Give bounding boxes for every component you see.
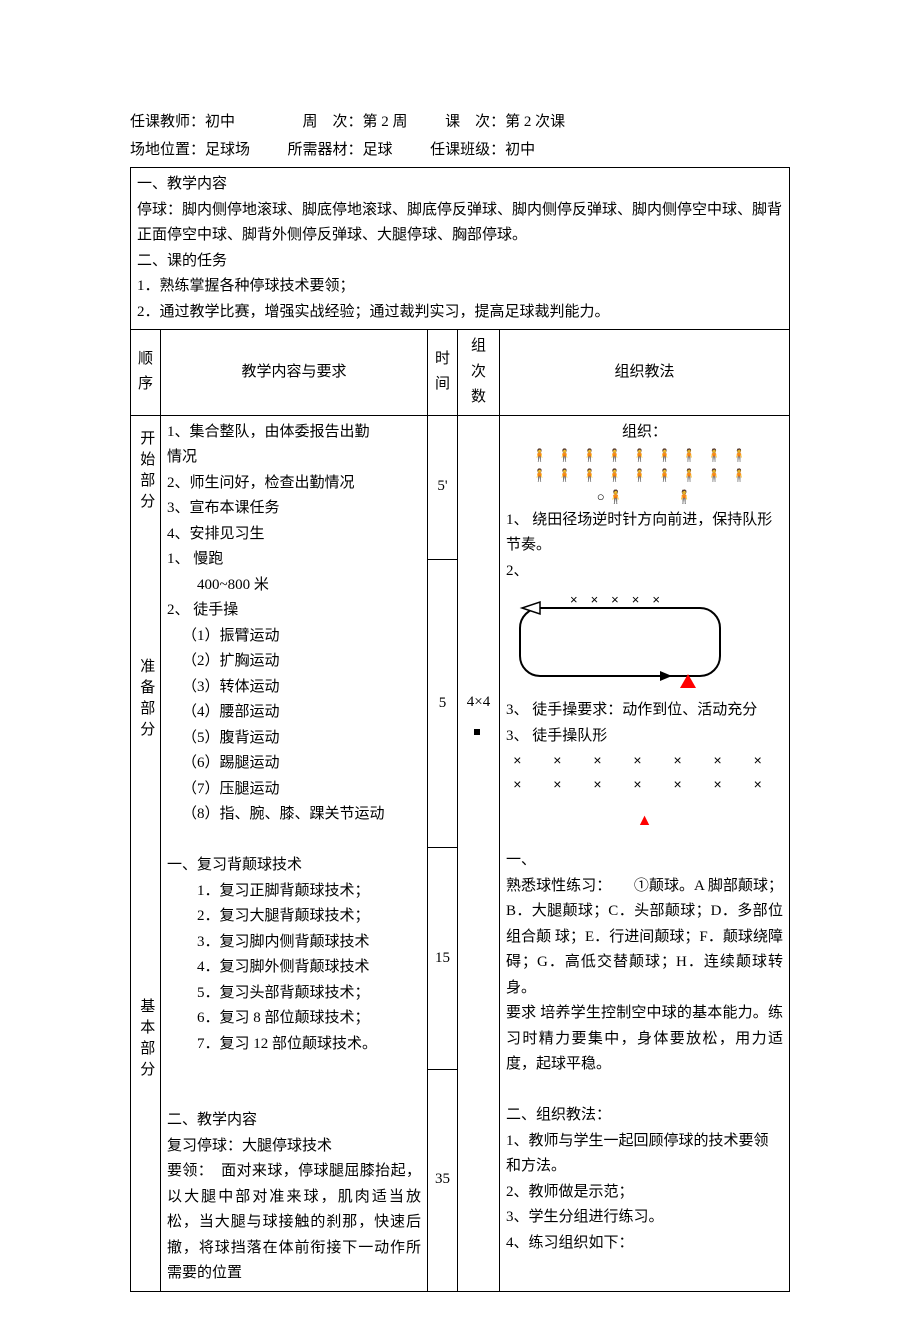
method-sec1-title: 一、 bbox=[506, 848, 783, 874]
main-section-label: 基本部分 bbox=[133, 990, 159, 1082]
time-start: 5' bbox=[428, 415, 458, 559]
intro-task-2: 2．通过教学比赛，增强实战经验；通过裁判实习，提高足球裁判能力。 bbox=[137, 300, 783, 326]
main2-l2: 要领： 面对来球，停球腿屈膝抬起，以大腿中部对准来球，肌肉适当放松，当大腿与球接… bbox=[167, 1159, 421, 1287]
start-l4: 4、安排见习生 bbox=[167, 522, 421, 548]
start-l1b: 情况 bbox=[167, 445, 421, 471]
th-time: 时间 bbox=[428, 330, 458, 416]
th-content-text: 教学内容与要求 bbox=[241, 364, 346, 380]
teacher-label: 任课教师： bbox=[130, 114, 205, 130]
location-value: 足球场 bbox=[205, 142, 250, 158]
method-m1: 1、 绕田径场逆时针方向前进，保持队形节奏。 bbox=[506, 508, 783, 559]
prep-e3: （3）转体运动 bbox=[167, 675, 421, 701]
prep-section-label: 准备部分 bbox=[133, 650, 159, 742]
prep-e6: （6）踢腿运动 bbox=[167, 751, 421, 777]
time-main2: 35 bbox=[428, 1069, 458, 1291]
time-prep-val: 5 bbox=[439, 695, 447, 711]
th-reps-text: 组次数 bbox=[471, 338, 486, 405]
main1-i3: 3．复习脚内侧背颠球技术 bbox=[167, 930, 421, 956]
intro-task-1: 1．熟练掌握各种停球技术要领； bbox=[137, 274, 783, 300]
prep-l1b: 400~800 米 bbox=[167, 573, 421, 599]
teacher-value: 初中 bbox=[205, 114, 235, 130]
main1-i1: 1．复习正脚背颠球技术； bbox=[167, 879, 421, 905]
th-reps: 组次数 bbox=[458, 330, 500, 416]
main1-i2: 2．复习大腿背颠球技术； bbox=[167, 904, 421, 930]
method-sec2-4: 4、练习组织如下： bbox=[506, 1231, 783, 1257]
lesson-value: 第 2 次课 bbox=[505, 114, 565, 130]
svg-text:× × × × ×: × × × × × bbox=[570, 592, 660, 607]
class-label: 任课班级： bbox=[430, 142, 505, 158]
class-value: 初中 bbox=[505, 142, 535, 158]
reps-cell: 4×4 bbox=[458, 415, 500, 1291]
red-triangle-icon: ▲ bbox=[637, 812, 653, 829]
lesson-label: 课 次： bbox=[445, 114, 505, 130]
equipment-value: 足球 bbox=[363, 142, 393, 158]
time-start-val: 5' bbox=[437, 478, 447, 494]
reps-value: 4×4 bbox=[464, 690, 493, 716]
org-label: 组织： bbox=[506, 420, 783, 446]
formation-row-2: 🧍🧍🧍🧍🧍🧍🧍🧍🧍 bbox=[506, 465, 783, 485]
main1-i7: 7．复习 12 部位颠球技术。 bbox=[167, 1032, 421, 1058]
prep-e4: （4）腰部运动 bbox=[167, 700, 421, 726]
start-l2: 2、师生问好，检查出勤情况 bbox=[167, 471, 421, 497]
x-formation-1: × × × × × × × bbox=[506, 749, 783, 773]
main1-i4: 4．复习脚外侧背颠球技术 bbox=[167, 955, 421, 981]
main2-l1: 复习停球：大腿停球技术 bbox=[167, 1134, 421, 1160]
main1-i6: 6．复习 8 部位颠球技术； bbox=[167, 1006, 421, 1032]
formation-row-1: 🧍🧍🧍🧍🧍🧍🧍🧍🧍 bbox=[506, 445, 783, 465]
time-main2-val: 35 bbox=[435, 1171, 450, 1187]
intro-title-1: 一、教学内容 bbox=[137, 172, 783, 198]
equipment-label: 所需器材： bbox=[288, 142, 363, 158]
prep-e8: （8）指、腕、膝、踝关节运动 bbox=[167, 802, 421, 828]
prep-e1: （1）振臂运动 bbox=[167, 624, 421, 650]
time-main1-val: 15 bbox=[435, 950, 450, 966]
method-sec1-l2: 要求 培养学生控制空中球的基本能力。练习时精力要集中，身体要放松，用力适度，起球… bbox=[506, 1001, 783, 1078]
start-section-label: 开始部分 bbox=[133, 422, 159, 514]
content-cell: 1、集合整队，由体委报告出勤 情况 2、师生问好，检查出勤情况 3、宣布本课任务… bbox=[161, 415, 428, 1291]
time-main1: 15 bbox=[428, 847, 458, 1069]
prep-l1: 1、 慢跑 bbox=[167, 547, 421, 573]
seq-cell: 开始部分 准备部分 基本部分 bbox=[131, 415, 161, 1291]
prep-l2: 2、 徒手操 bbox=[167, 598, 421, 624]
square-dot-icon bbox=[474, 729, 480, 735]
intro-title-2: 二、课的任务 bbox=[137, 249, 783, 275]
method-cell: 组织： 🧍🧍🧍🧍🧍🧍🧍🧍🧍 🧍🧍🧍🧍🧍🧍🧍🧍🧍 ○ 🧍 🧍 1、 绕田径场逆时针… bbox=[500, 415, 790, 1291]
lesson-plan-table: 一、教学内容 停球：脚内侧停地滚球、脚底停地滚球、脚底停反弹球、脚内侧停反弹球、… bbox=[130, 167, 790, 1292]
th-seq: 顺序 bbox=[131, 330, 161, 416]
header-line-2: 场地位置：足球场 所需器材：足球 任课班级：初中 bbox=[130, 138, 790, 164]
th-method-text: 组织教法 bbox=[614, 364, 674, 380]
prep-e2: （2）扩胸运动 bbox=[167, 649, 421, 675]
week-value: 第 2 周 bbox=[363, 114, 408, 130]
method-m3b: 3、 徒手操队形 bbox=[506, 724, 783, 750]
header-line-1: 任课教师：初中 周 次：第 2 周 课 次：第 2 次课 bbox=[130, 110, 790, 136]
method-sec2-1: 1、教师与学生一起回顾停球的技术要领和方法。 bbox=[506, 1129, 783, 1180]
th-seq-text: 顺序 bbox=[138, 351, 153, 393]
method-sec2-2: 2、教师做是示范； bbox=[506, 1180, 783, 1206]
track-diagram: × × × × × bbox=[510, 590, 779, 690]
location-label: 场地位置： bbox=[130, 142, 205, 158]
intro-content-1: 停球：脚内侧停地滚球、脚底停地滚球、脚底停反弹球、脚内侧停反弹球、脚内侧停空中球… bbox=[137, 198, 783, 249]
start-l3: 3、宣布本课任务 bbox=[167, 496, 421, 522]
week-label: 周 次： bbox=[303, 114, 363, 130]
teacher-formation: ○ 🧍 🧍 bbox=[506, 486, 783, 508]
main1-title: 一、复习背颠球技术 bbox=[167, 853, 421, 879]
prep-e5: （5）腹背运动 bbox=[167, 726, 421, 752]
th-time-text: 时间 bbox=[435, 351, 450, 393]
intro-cell: 一、教学内容 停球：脚内侧停地滚球、脚底停地滚球、脚底停反弹球、脚内侧停反弹球、… bbox=[131, 168, 790, 330]
method-sec1-l1: 熟悉球性练习： ①颠球。A 脚部颠球；B．大腿颠球；C．头部颠球；D．多部位组合… bbox=[506, 874, 783, 1002]
time-prep: 5 bbox=[428, 559, 458, 847]
main2-title: 二、教学内容 bbox=[167, 1108, 421, 1134]
method-m2: 2、 bbox=[506, 559, 783, 585]
prep-e7: （7）压腿运动 bbox=[167, 777, 421, 803]
method-sec2-title: 二、组织教法： bbox=[506, 1103, 783, 1129]
start-l1: 1、集合整队，由体委报告出勤 bbox=[167, 420, 421, 446]
main1-i5: 5．复习头部背颠球技术； bbox=[167, 981, 421, 1007]
method-m3: 3、 徒手操要求：动作到位、活动充分 bbox=[506, 698, 783, 724]
th-content: 教学内容与要求 bbox=[161, 330, 428, 416]
x-formation-2: × × × × × × × bbox=[506, 773, 783, 797]
th-method: 组织教法 bbox=[500, 330, 790, 416]
method-sec2-3: 3、学生分组进行练习。 bbox=[506, 1205, 783, 1231]
